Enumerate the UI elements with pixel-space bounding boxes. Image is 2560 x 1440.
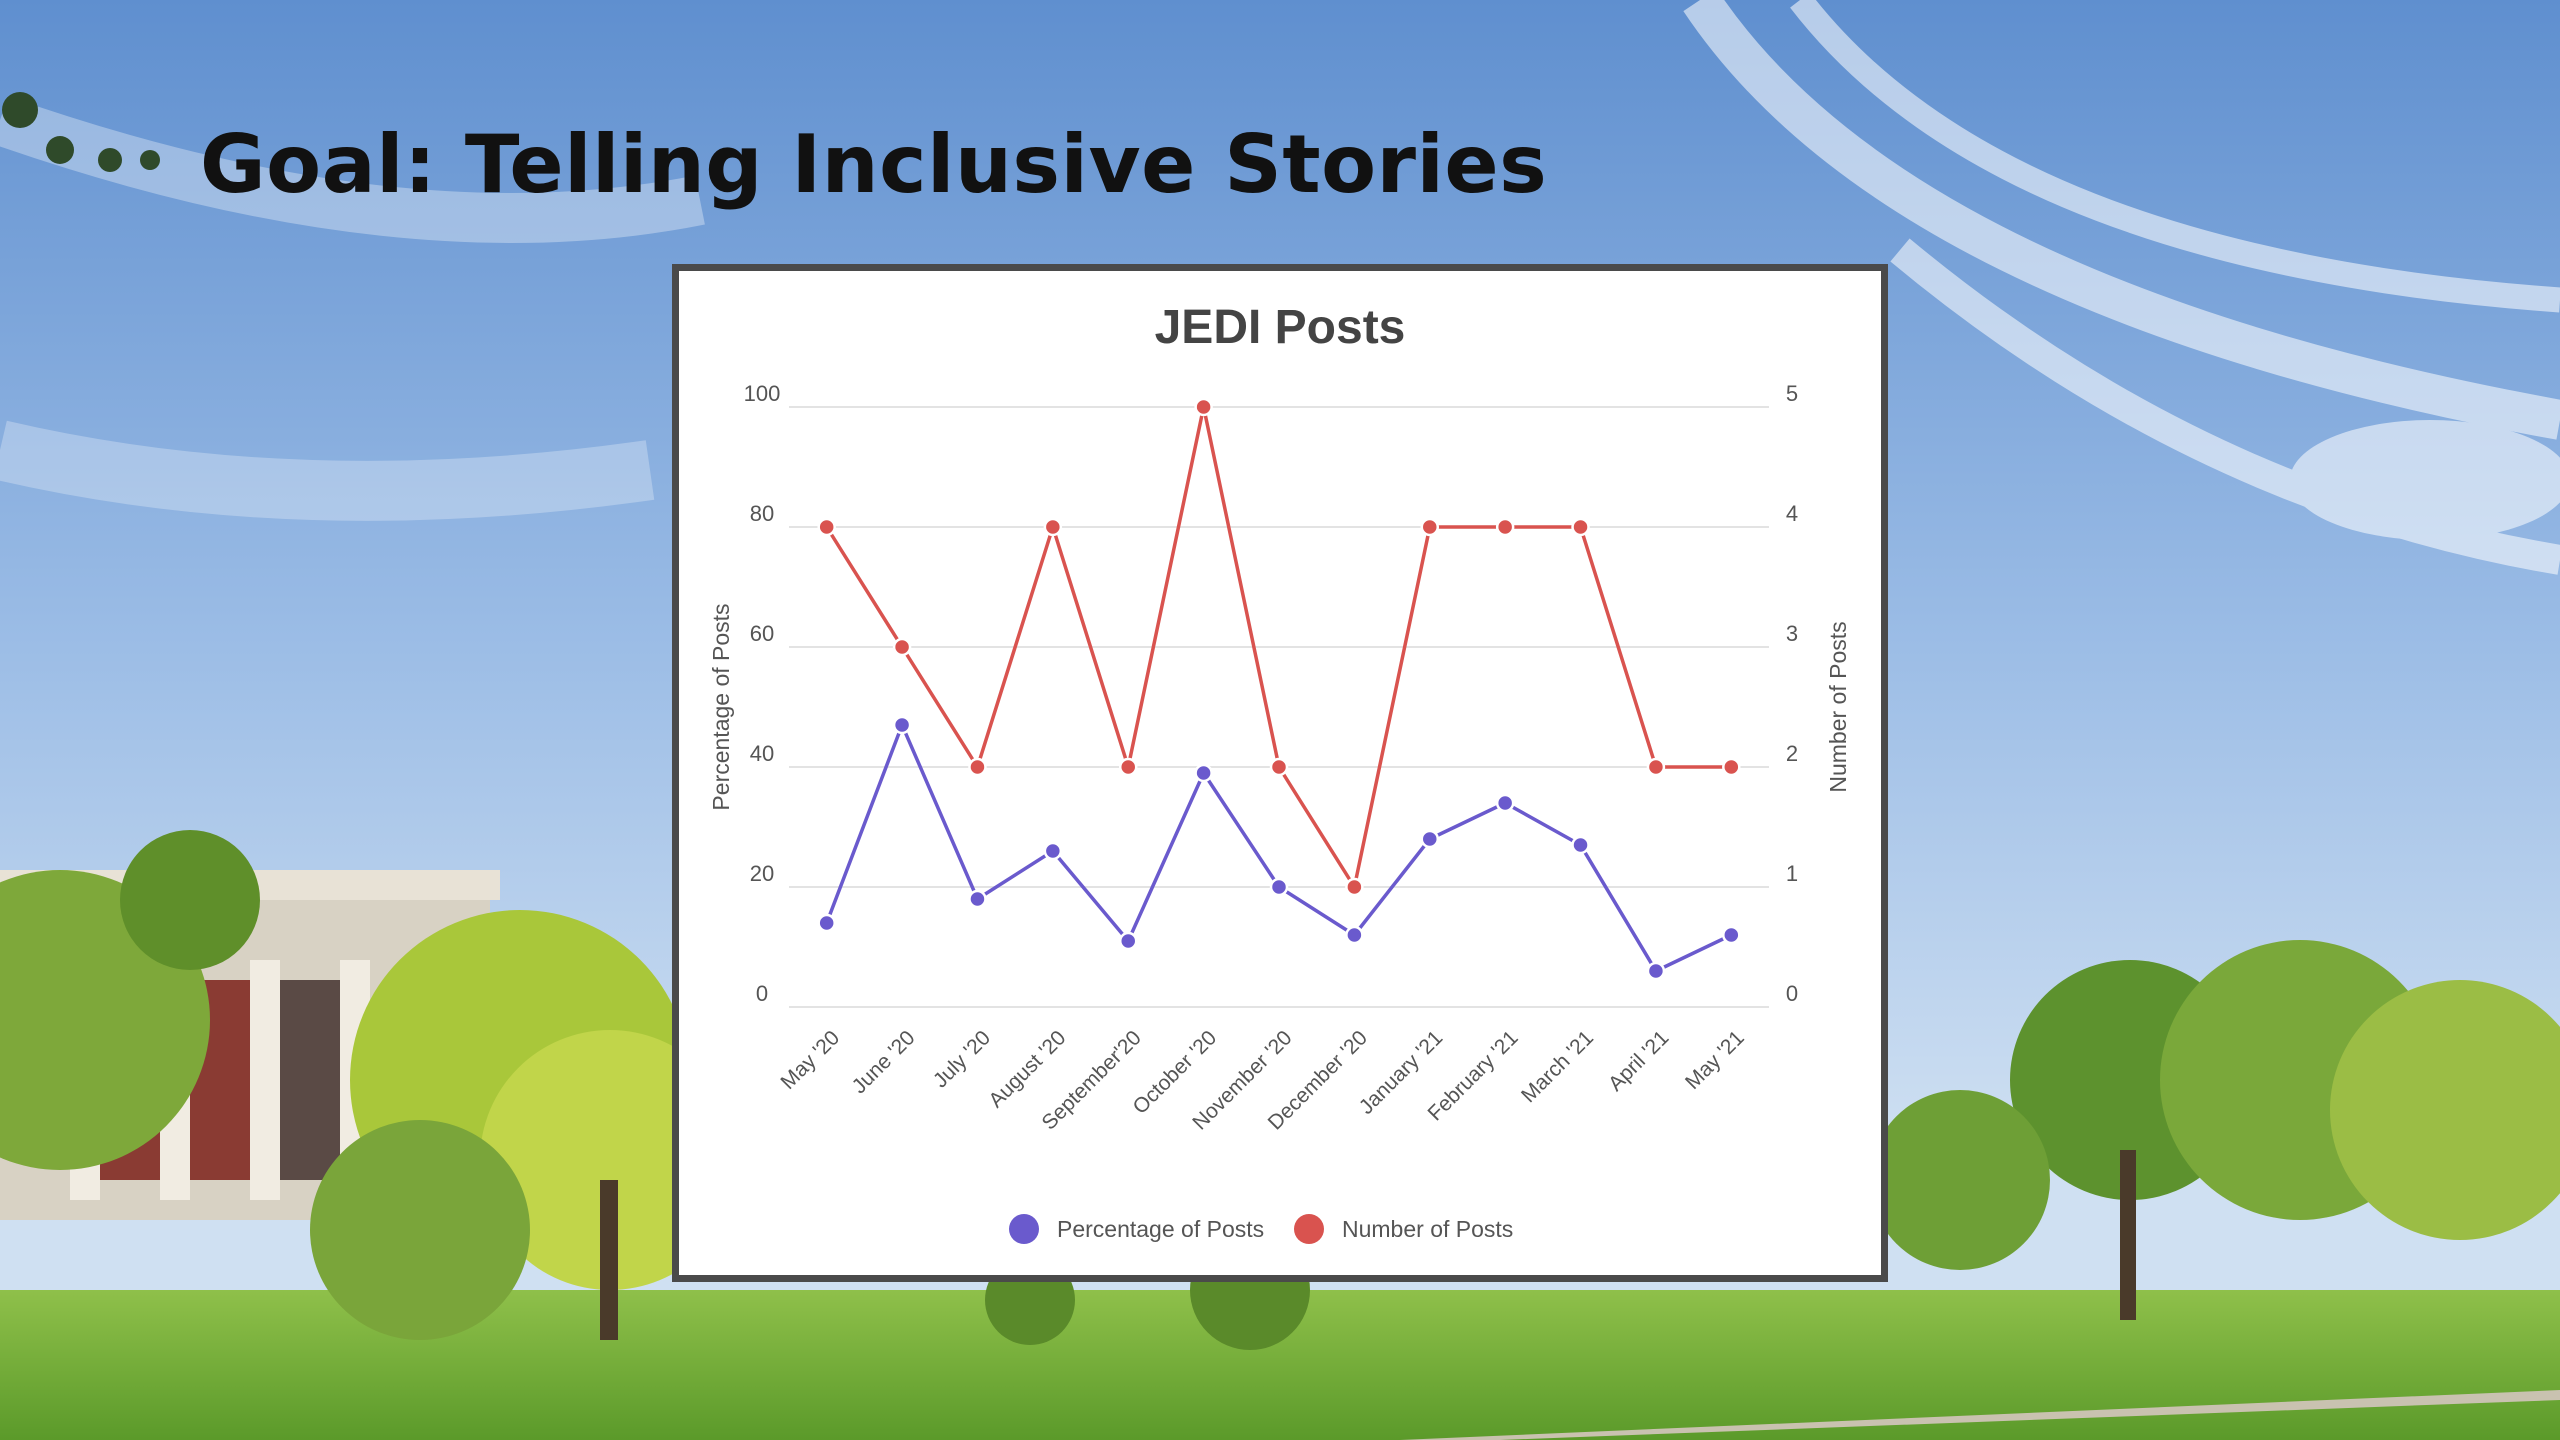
- percentage-series-point: [1495, 793, 1515, 813]
- y-tick-label: 40: [750, 741, 774, 766]
- percentage-series-point: [1722, 925, 1741, 945]
- x-tick-label: May '21: [1681, 1026, 1749, 1094]
- number-series-point: [1646, 757, 1666, 777]
- path: [1400, 1390, 2560, 1440]
- slide-title: Goal: Telling Inclusive Stories: [200, 118, 1548, 211]
- jedi-posts-chart: JEDI Posts 0 20 40 60 80 100 0 1 2 3 4 5 Percentage o…: [708, 301, 1851, 1244]
- y2-tick-label: 3: [1786, 621, 1798, 646]
- number-series-point: [1194, 397, 1213, 417]
- chart-title: JEDI Posts: [1155, 301, 1406, 354]
- number-series-legend-marker: [1294, 1214, 1324, 1244]
- percentage-series-point: [1043, 841, 1063, 861]
- percentage-series-point: [1646, 961, 1666, 981]
- y-tick-label: 0: [756, 981, 768, 1006]
- number-series-point: [1495, 517, 1515, 537]
- percentage-series-point: [968, 889, 987, 909]
- y-tick-label: 20: [750, 861, 774, 886]
- y2-tick-label: 2: [1786, 741, 1798, 766]
- y2-tick-label: 4: [1786, 501, 1798, 526]
- x-tick-label: May '20: [776, 1026, 844, 1094]
- number-series-point: [1722, 757, 1741, 777]
- percentage-series-point: [892, 715, 912, 735]
- x-tick-label: June '20: [848, 1026, 920, 1098]
- percentage-series-point: [1269, 877, 1289, 897]
- percentage-series-point: [1420, 829, 1440, 849]
- percentage-series-legend-label: Percentage of Posts: [1057, 1216, 1264, 1242]
- number-series-point: [1571, 517, 1590, 537]
- trees: [0, 830, 2560, 1350]
- y-tick-label: 80: [750, 501, 774, 526]
- percentage-series-point: [1345, 925, 1364, 945]
- y-tick-label: 60: [750, 621, 774, 646]
- number-series-point: [1118, 757, 1138, 777]
- y2-tick-label: 0: [1786, 981, 1798, 1006]
- y2-tick-label: 5: [1786, 381, 1798, 406]
- percentage-series-point: [1194, 763, 1213, 783]
- percentage-series-point: [817, 913, 836, 933]
- number-series-point: [1043, 517, 1063, 537]
- x-tick-label: March '21: [1517, 1026, 1598, 1107]
- y2-tick-label: 1: [1786, 861, 1798, 886]
- percentage-series-point: [1571, 835, 1590, 855]
- y-tick-label: 100: [744, 381, 781, 406]
- chart-frame: JEDI Posts 0 20 40 60 80 100 0 1 2 3 4 5 Percentage o…: [672, 264, 1888, 1282]
- percentage-series-legend-marker: [1009, 1214, 1039, 1244]
- x-tick-label: July '20: [929, 1026, 995, 1092]
- percentage-series-point: [1118, 931, 1138, 951]
- number-series-point: [892, 637, 912, 657]
- branch-top-left: [2, 92, 160, 172]
- number-series-legend-label: Number of Posts: [1342, 1216, 1513, 1242]
- number-series-point: [817, 517, 836, 537]
- number-series-point: [1269, 757, 1289, 777]
- number-series-point: [1345, 877, 1364, 897]
- y-axis-label: Percentage of Posts: [708, 603, 734, 810]
- x-tick-label: April '21: [1604, 1026, 1673, 1095]
- number-series-point: [968, 757, 987, 777]
- number-series-point: [1420, 517, 1440, 537]
- y2-axis-label: Number of Posts: [1825, 621, 1851, 792]
